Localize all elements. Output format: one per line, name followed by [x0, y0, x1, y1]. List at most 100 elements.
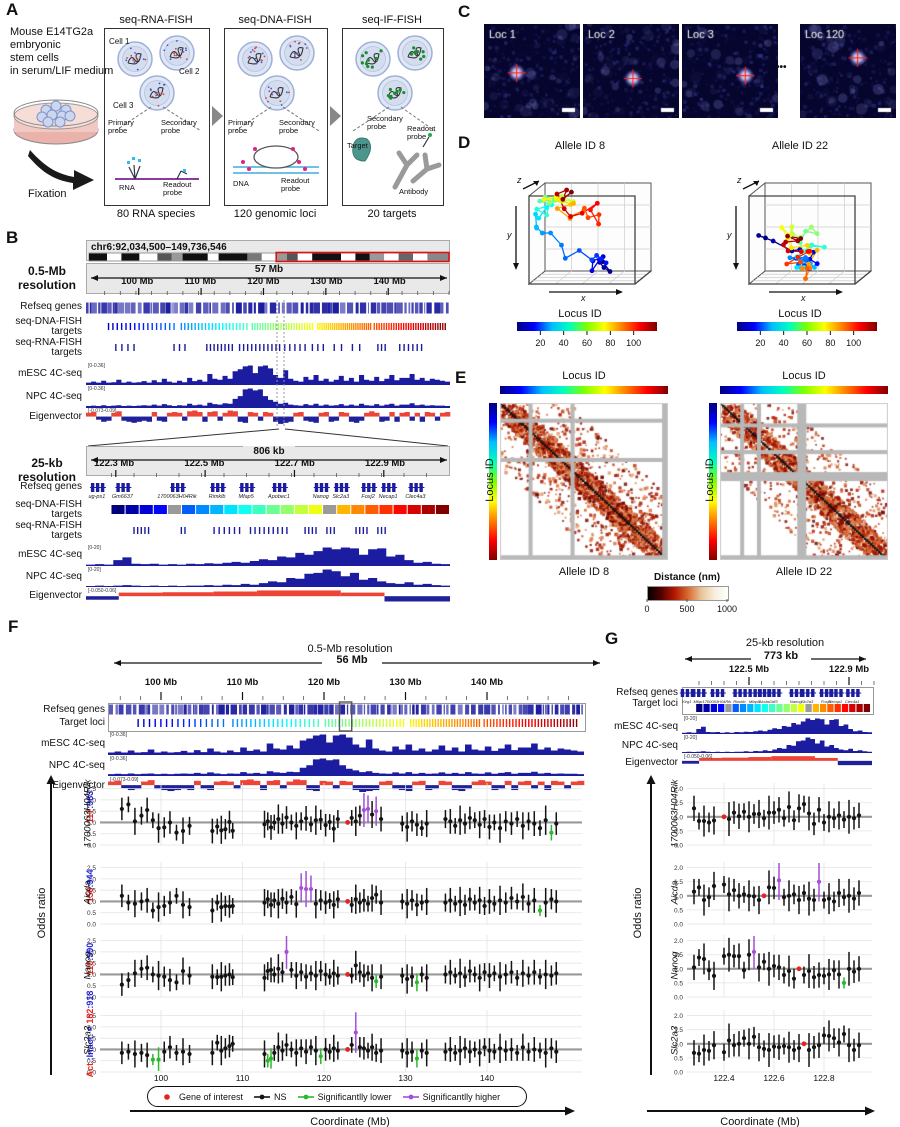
svg-text:1.5: 1.5 [674, 1027, 683, 1034]
dna-label: DNA [233, 179, 249, 188]
axis-tick-label: 122.8 [813, 1073, 835, 1083]
coverage-track [86, 547, 450, 566]
fish-target-block-track [696, 704, 870, 712]
cell-line-text: in serum/LIF medium [10, 65, 114, 77]
panel-e-label: E [455, 368, 467, 387]
coverage-track [108, 734, 584, 755]
svg-text:0.5: 0.5 [674, 1055, 683, 1062]
svg-text:z: z [736, 175, 742, 185]
distance-matrix [500, 403, 668, 560]
axis-tick-label: 122.7 Mb [274, 458, 315, 469]
svg-text:1.5: 1.5 [87, 888, 96, 895]
svg-text:2.0: 2.0 [674, 786, 683, 793]
axis-tick-label: 120 Mb [307, 677, 341, 688]
gene-name: Slc2a3 [332, 494, 350, 500]
microscopy-image [583, 24, 679, 118]
span-label: 56 Mb [322, 654, 382, 666]
panel-e: E Locus ID Locus ID Allele ID 8 Locus ID Loc… [450, 360, 900, 615]
svg-text:1.0: 1.0 [674, 966, 683, 973]
gene-name: Mfap5 [748, 698, 760, 704]
track-label: NPC 4C-seq [621, 740, 678, 751]
primary-probe-label: Primary probe [228, 118, 254, 135]
cell-label: Cell 3 [113, 101, 134, 110]
legend-glyph-gene [164, 1093, 170, 1100]
method-caption: 80 RNA species [116, 208, 196, 220]
track-label: Eigenvector [29, 590, 82, 601]
svg-text:1.0: 1.0 [87, 1047, 96, 1054]
odds-ratio-plot: 0.0 0.5 1.0 1.5 2.0 [674, 1010, 872, 1077]
row-gene-label: Slc2a3 [669, 1025, 681, 1056]
svg-text:20: 20 [535, 338, 545, 348]
svg-text:0: 0 [644, 604, 649, 614]
span-arrow [91, 457, 447, 463]
step-arrow-icon [330, 106, 341, 126]
fish-target-track [107, 323, 446, 330]
chart-title: 25-kb resolution [745, 637, 825, 649]
axis-tick-label: 122.9 Mb [828, 664, 870, 675]
matrix-caption: Allele ID 8 [558, 566, 610, 578]
refseq-gene-track [679, 689, 862, 697]
antibody-label: Antibody [399, 187, 429, 196]
svg-text:0.5: 0.5 [674, 828, 683, 835]
track-label: mESC 4C-seq [18, 549, 82, 560]
svg-text:60: 60 [582, 338, 592, 348]
svg-text:0.0: 0.0 [674, 1070, 683, 1077]
axis-tick-label: 122.5 Mb [184, 458, 225, 469]
scale-bar-row: 57 Mb 100 Mb 110 Mb 120 Mb 130 Mb 140 Mb [86, 263, 450, 295]
axis-tick-label: 140 Mb [470, 677, 504, 688]
colorbar-ticks: 20 40 60 80 100 [755, 331, 861, 348]
panel-g: G 25-kb resolution 773 kb 122.5 Mb 122.9 Mb… [600, 615, 900, 1127]
axis-tick-label: 120 [316, 1073, 332, 1083]
span-label: 806 kb [243, 446, 295, 457]
panel-b-label: B [6, 228, 19, 247]
fish-target-track [137, 719, 578, 727]
readout-probe-label: Readout probe [281, 176, 310, 193]
svg-text:40: 40 [559, 338, 569, 348]
method-box: Cell 1 Cell 2 Cell 3 Primary probe Secondary p… [104, 28, 210, 206]
track-label: mESC 4C-seq [18, 367, 82, 379]
coverage-track [86, 365, 450, 385]
cell-label: Cell 1 [109, 37, 130, 46]
matrix-top-label: Locus ID [562, 370, 606, 382]
gene-name: ug-ps1 [88, 494, 106, 500]
legend-glyph-higher [402, 1094, 419, 1099]
eigenvector-track [86, 410, 451, 424]
coverage-track [86, 569, 450, 587]
track-range-label: [0-0.36] [110, 756, 127, 762]
x-axis-arrow [647, 1106, 875, 1116]
svg-text:2.0: 2.0 [87, 949, 96, 956]
span-arrow [91, 275, 447, 281]
zoom-guides [87, 300, 449, 447]
readout-probe-label: Readout probe [163, 180, 192, 197]
axis-tick-label: 100 Mb [144, 677, 178, 688]
axis-tick-label: 100 Mb [121, 276, 154, 287]
panel-f: F 0.5-Mb resolution 56 Mb 100 Mb 110 Mb 120 … [0, 615, 620, 1127]
svg-text:y: y [506, 230, 512, 240]
row-gene-label: Slc2a3 [82, 1025, 94, 1056]
svg-text:2.0: 2.0 [674, 1013, 683, 1020]
track-label: NPC 4C-seq [25, 570, 82, 582]
cell-label: Cell 2 [179, 67, 200, 76]
svg-text:2.5: 2.5 [87, 865, 96, 872]
gene-name: Necap1 [828, 698, 843, 704]
track-label: Target loci [59, 717, 105, 728]
svg-text:1.0: 1.0 [87, 820, 96, 827]
refseq-gene-track [89, 483, 425, 492]
panel-c-label: C [458, 2, 471, 21]
track-label: NPC 4C-seq [25, 390, 82, 402]
svg-text:40: 40 [779, 338, 789, 348]
panel-d: D Allele ID 8 z y x Locus ID 20 40 60 80 100 Allel… [450, 128, 900, 360]
panel-g-label: G [605, 629, 619, 648]
gene-name: 1700063H04Rik [157, 494, 197, 500]
svg-text:1.0: 1.0 [674, 893, 683, 900]
gene-name: Mfap5 [238, 494, 254, 500]
microscopy-image [682, 24, 778, 118]
refseq-gene-track [109, 704, 583, 715]
y-axis-arrow [646, 775, 656, 1075]
axis-ticks [698, 677, 875, 685]
track-range-label: [0-0.36] [88, 363, 105, 369]
svg-text:1.5: 1.5 [87, 961, 96, 968]
track-range-label: [0-0.36] [110, 732, 127, 738]
legend-glyph-lower [297, 1094, 314, 1099]
